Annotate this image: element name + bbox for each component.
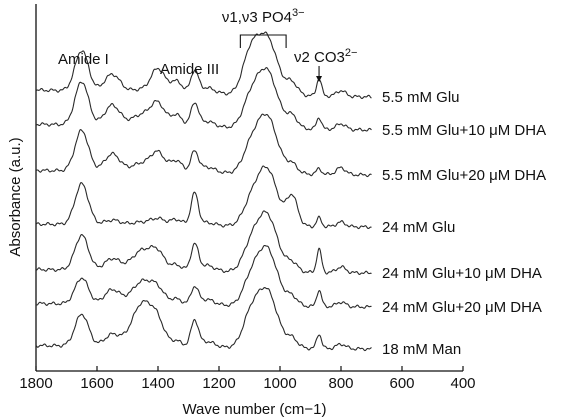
series-label: 24 mM Glu+10 μM DHA [382, 265, 542, 282]
x-tick-label: 1400 [141, 375, 174, 392]
x-tick-label: 800 [328, 375, 353, 392]
spectrum-trace [35, 287, 372, 352]
axes: 1800 1600 1400 1200 1000 800 600 400 Wave number… [7, 4, 476, 418]
po4-bracket [239, 34, 287, 48]
series-label: 5.5 mM Glu+10 μM DHA [382, 122, 546, 139]
series-label: 5.5 mM Glu+20 μM DHA [382, 167, 546, 184]
series-label: 24 mM Glu [382, 219, 455, 236]
traces [35, 31, 372, 352]
co3-arrow-head [316, 76, 323, 82]
spectrum-trace [35, 113, 372, 178]
x-tick-label: 400 [450, 375, 475, 392]
x-tick-label: 1800 [19, 375, 52, 392]
annotation-amide-i: Amide I [58, 51, 109, 68]
annotation-po4: ν1,ν3 PO43− [222, 7, 305, 26]
spectrum-trace [36, 210, 372, 275]
series-label: 24 mM Glu+20 μM DHA [382, 299, 542, 316]
x-tick-label: 1200 [202, 375, 235, 392]
x-tick-label: 1600 [80, 375, 113, 392]
spectrum-trace [35, 31, 372, 100]
annotation-amide-iii: Amide III [160, 61, 219, 78]
annotations: Amide I Amide III ν1,ν3 PO43− ν2 CO32− [58, 7, 357, 82]
spectrum-trace [35, 67, 372, 132]
x-axis-title: Wave number (cm−1) [182, 401, 326, 418]
series-labels: 5.5 mM Glu 5.5 mM Glu+10 μM DHA 5.5 mM Glu… [382, 89, 546, 358]
series-label: 18 mM Man [382, 341, 461, 358]
annotation-co3: ν2 CO32− [294, 47, 357, 66]
spectrum-trace [35, 244, 372, 309]
spectrum-trace [35, 165, 372, 230]
y-axis-title: Absorbance (a.u.) [7, 137, 24, 256]
x-tick-label: 1000 [263, 375, 296, 392]
x-tick-label: 600 [389, 375, 414, 392]
series-label: 5.5 mM Glu [382, 89, 460, 106]
